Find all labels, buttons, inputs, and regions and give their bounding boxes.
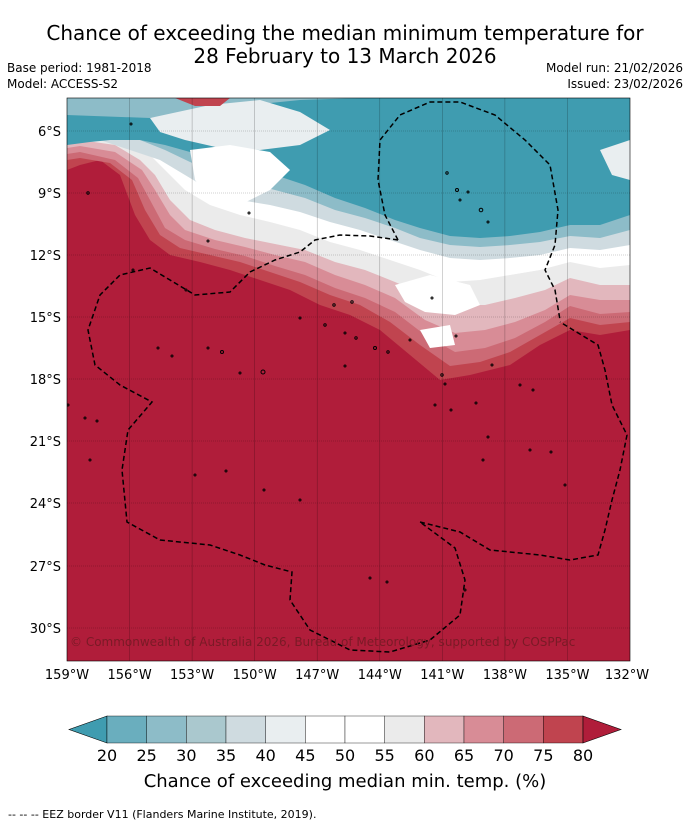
colorbar-tick-label: 60 (414, 746, 434, 765)
white-patch-center (420, 325, 455, 348)
eez-french-polynesia-east (419, 321, 628, 561)
colorbar-segment (265, 715, 306, 744)
colorbar-segment (543, 715, 584, 744)
pale-patch-east (600, 140, 630, 180)
issued-date: Issued: 23/02/2026 (567, 77, 683, 91)
lon-label: 132°W (605, 668, 649, 683)
colorbar-tick-label: 20 (97, 746, 117, 765)
map-area[interactable]: © Commonwealth of Australia 2026, Bureau… (67, 98, 630, 661)
lon-label: 138°W (483, 668, 527, 683)
islands (67, 122, 567, 592)
lon-label: 135°W (545, 668, 589, 683)
eez-cook-islands (87, 234, 466, 653)
colorbar-tick-label: 25 (136, 746, 156, 765)
colorbar-tick-label: 50 (335, 746, 355, 765)
colorbar-tick-label: 75 (533, 746, 553, 765)
colorbar-tick-label: 30 (176, 746, 196, 765)
colorbar-segment (106, 715, 147, 744)
lon-label: 141°W (420, 668, 464, 683)
pale-patch-north (150, 100, 330, 150)
colorbar-segment (424, 715, 465, 744)
colorbar-tick-label: 80 (573, 746, 593, 765)
colorbar-segment (305, 715, 346, 744)
lon-label: 147°W (295, 668, 339, 683)
colorbar-extend-low (68, 715, 108, 744)
lat-label: 21°S (30, 435, 61, 450)
top-red-strip (175, 98, 230, 106)
meta-left: Base period: 1981-2018 Model: ACCESS-S2 (7, 60, 152, 92)
model-run: Model run: 21/02/2026 (545, 61, 683, 75)
colorbar-title: Chance of exceeding median min. temp. (%… (143, 771, 547, 792)
colorbar-segment (146, 715, 187, 744)
colorbar-tick-label: 55 (374, 746, 394, 765)
colorbar-extend-high (582, 715, 622, 744)
colorbar-tick-label: 40 (255, 746, 275, 765)
colorbar-tick-label: 45 (295, 746, 315, 765)
title-line-1: Chance of exceeding the median minimum t… (46, 21, 644, 45)
colorbar-segment (384, 715, 425, 744)
lon-label: 159°W (45, 668, 89, 683)
lat-label: 12°S (30, 249, 61, 264)
map-title: Chance of exceeding the median minimum t… (0, 22, 690, 68)
colorbar-segment (344, 715, 385, 744)
colorbar-tick-label: 65 (454, 746, 474, 765)
copyright-notice: © Commonwealth of Australia 2026, Bureau… (70, 635, 575, 649)
longitude-labels: 159°W 156°W 153°W 150°W 147°W 144°W 141°… (45, 668, 649, 683)
pale-patch-west (190, 145, 290, 205)
colorbar-segment (225, 715, 266, 744)
colorbar-segment (503, 715, 544, 744)
lat-label: 15°S (30, 311, 61, 326)
eez-marquesas (377, 101, 561, 321)
white-patch-south (395, 275, 480, 315)
model-name: Model: ACCESS-S2 (7, 77, 119, 91)
eez-footnote: -- -- -- EEZ border V11 (Flanders Marine… (8, 808, 317, 821)
colorbar-segment (186, 715, 227, 744)
title-line-2: 28 February to 13 March 2026 (193, 44, 497, 68)
lon-label: 144°W (358, 668, 402, 683)
base-period: Base period: 1981-2018 (7, 61, 152, 75)
colorbar-tick-label: 70 (493, 746, 513, 765)
latitude-labels: 6°S 9°S 12°S 15°S 18°S 21°S 24°S 27°S 30… (30, 125, 61, 637)
lat-label: 24°S (30, 497, 61, 512)
lon-label: 153°W (170, 668, 214, 683)
colorbar-tick-label: 35 (216, 746, 236, 765)
graticule (67, 98, 630, 661)
lat-label: 9°S (38, 187, 61, 202)
lat-label: 6°S (38, 125, 61, 140)
lon-label: 156°W (108, 668, 152, 683)
eez-borders (87, 101, 628, 653)
map-frame (66, 97, 631, 662)
colorbar: 20 25 30 35 40 45 50 55 60 65 70 75 80 (68, 715, 622, 765)
lon-label: 150°W (233, 668, 277, 683)
lat-label: 30°S (30, 622, 61, 637)
lat-label: 18°S (30, 373, 61, 388)
lat-label: 27°S (30, 560, 61, 575)
meta-right: Model run: 21/02/2026 Issued: 23/02/2026 (546, 60, 683, 92)
colorbar-segment (463, 715, 504, 744)
